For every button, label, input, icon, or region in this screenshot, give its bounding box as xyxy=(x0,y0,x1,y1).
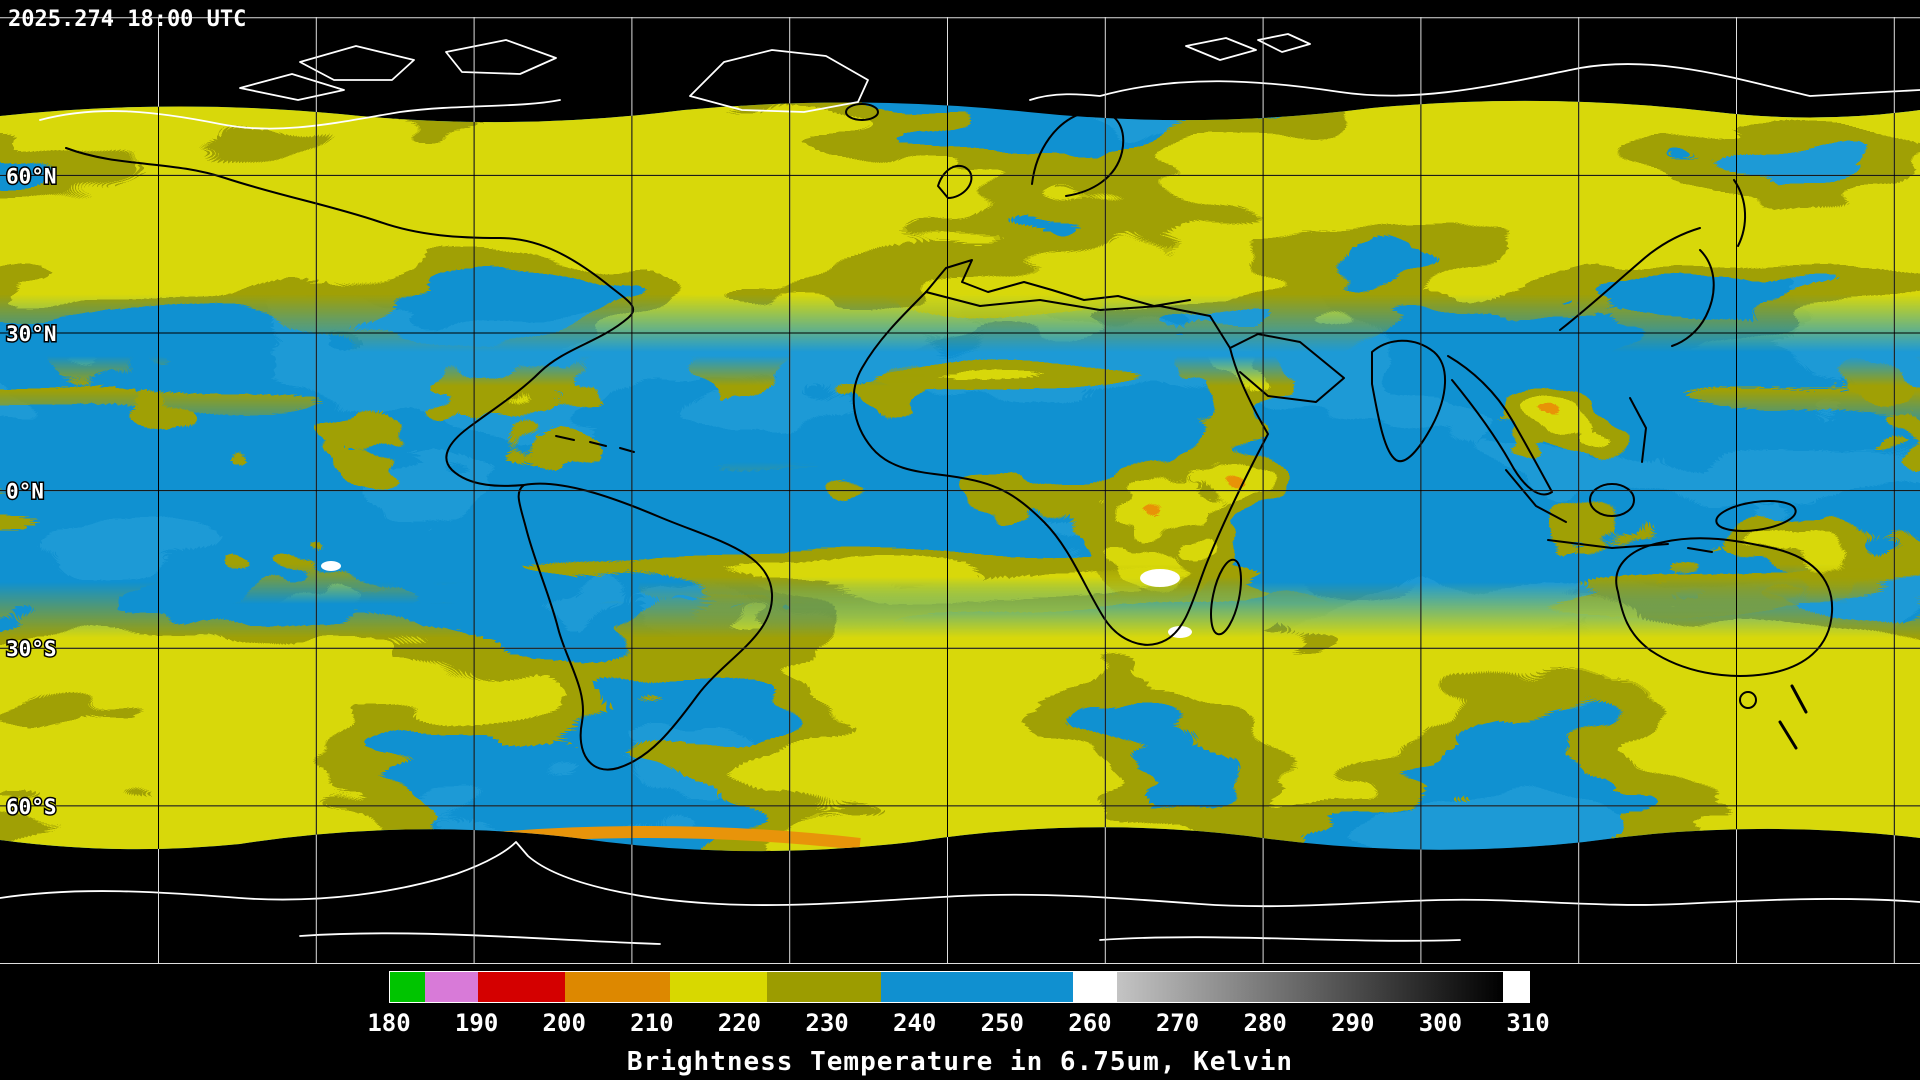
coastline-scandinavia xyxy=(1031,109,1125,197)
coastline-north-america xyxy=(65,147,635,487)
colorbar-tick: 180 xyxy=(367,1009,411,1037)
colorbar-tick: 200 xyxy=(542,1009,586,1037)
colorbar-title: Brightness Temperature in 6.75um, Kelvin xyxy=(626,1047,1294,1077)
colorbar-tick: 230 xyxy=(805,1009,849,1037)
coastline-indochina xyxy=(1447,355,1553,496)
coastline-greenland xyxy=(689,49,869,113)
colorbar-tick: 210 xyxy=(630,1009,674,1037)
coastlines-white xyxy=(0,33,1920,945)
colorbar-tick: 300 xyxy=(1418,1009,1463,1037)
coastline-india xyxy=(1371,339,1446,463)
coastline-siberia xyxy=(1029,63,1920,101)
colorbar-tick: 270 xyxy=(1155,1009,1200,1037)
coastline-east-asia xyxy=(1559,227,1715,347)
warm-white-spot xyxy=(1140,569,1180,587)
colorbar-segment xyxy=(766,972,882,1002)
latitude-label: 30°N xyxy=(6,322,57,346)
coastline-kamchatka xyxy=(1733,179,1747,247)
coastline-europe xyxy=(925,259,1191,307)
tropical-convection-layer xyxy=(0,356,1920,604)
coastline-madagascar xyxy=(1210,558,1242,636)
colorbar-tick: 260 xyxy=(1068,1009,1112,1037)
coastline-australia xyxy=(1615,537,1834,677)
colorbar-tick: 250 xyxy=(980,1009,1024,1037)
colorbar-segment xyxy=(880,972,1074,1002)
colorbar-segment xyxy=(477,972,566,1002)
coastline-arabia xyxy=(1229,333,1345,403)
colorbar-tick: 310 xyxy=(1506,1009,1550,1037)
colorbar-segment xyxy=(670,972,768,1002)
colorbar-segment xyxy=(1117,972,1504,1002)
latitude-label: 60°N xyxy=(6,164,57,188)
coastline-africa xyxy=(852,291,1269,646)
coastline-north-africa xyxy=(925,291,1231,349)
south-stormtrack-layer xyxy=(0,582,1920,852)
warm-white-spot xyxy=(321,561,341,571)
coastline-svalbard xyxy=(1185,33,1311,61)
latitude-labels: 60°N 30°N 0°N 30°S 60°S xyxy=(5,163,59,820)
colorbar-tick: 190 xyxy=(454,1009,499,1037)
latitude-label: 0°N xyxy=(6,480,44,504)
latitude-label: 30°S xyxy=(6,637,57,661)
coastline-iceland xyxy=(845,103,879,121)
colorbar-segment xyxy=(390,972,426,1002)
colorbar-segment xyxy=(1073,972,1118,1002)
coastline-alaska-north xyxy=(39,99,561,130)
colorbar-segment xyxy=(1502,972,1529,1002)
colorbar-tick: 240 xyxy=(893,1009,937,1037)
colorbar-segment xyxy=(565,972,671,1002)
coastline-antarctica-detail xyxy=(299,932,1461,945)
coastline-tasmania xyxy=(1739,691,1757,709)
graticule-black xyxy=(0,100,1920,852)
timestamp: 2025.274 18:00 UTC xyxy=(8,7,246,32)
colorbar-segment xyxy=(425,972,479,1002)
coastline-new-guinea xyxy=(1715,500,1797,532)
latitude-label: 60°S xyxy=(6,795,57,819)
coastline-borneo xyxy=(1589,483,1635,517)
coastline-antarctica xyxy=(0,841,1920,908)
coastline-new-zealand xyxy=(1778,684,1808,750)
colorbar-tick: 280 xyxy=(1243,1009,1287,1037)
colorbar-tick: 290 xyxy=(1331,1009,1375,1037)
coastline-arctic-canada xyxy=(239,39,557,101)
coastline-uk xyxy=(937,164,973,199)
coastline-south-america xyxy=(517,482,774,771)
colorbar xyxy=(389,971,1530,1003)
coastline-philippines xyxy=(1629,397,1647,463)
coastlines-black xyxy=(65,103,1834,771)
north-stormtrack-layer xyxy=(0,100,1920,352)
colorbar-tick: 220 xyxy=(717,1009,762,1037)
cloud-field xyxy=(0,100,1920,852)
